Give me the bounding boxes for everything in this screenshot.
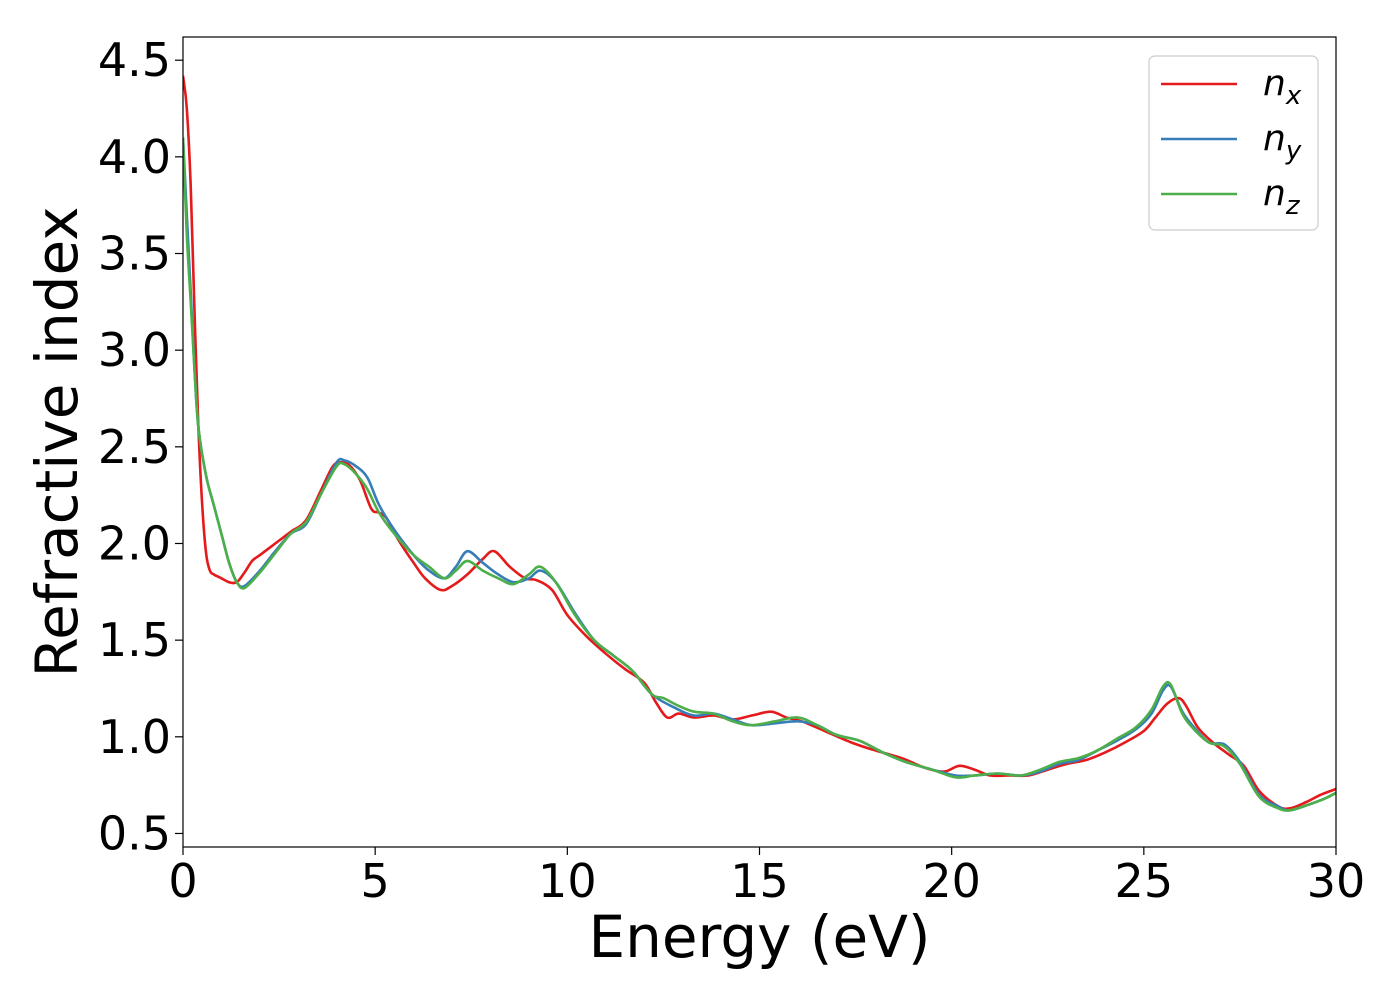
x-tick-label: 30 bbox=[1307, 854, 1366, 908]
x-axis-title: Energy (eV) bbox=[588, 903, 930, 971]
legend-label-x: nx bbox=[1263, 63, 1302, 111]
y-tick-label: 3.0 bbox=[98, 323, 171, 377]
x-tick-label: 25 bbox=[1115, 854, 1174, 908]
y-tick-label: 4.0 bbox=[98, 130, 171, 184]
series-line-x bbox=[183, 75, 1336, 811]
x-tick-label: 5 bbox=[361, 854, 390, 908]
y-tick-label: 0.5 bbox=[98, 806, 171, 860]
legend-box bbox=[1148, 55, 1319, 231]
legend-label-z: nz bbox=[1263, 173, 1301, 221]
y-tick-label: 1.0 bbox=[98, 710, 171, 764]
y-axis-title: Refractive index bbox=[23, 206, 91, 677]
legend-label-y: ny bbox=[1263, 118, 1302, 166]
y-tick-label: 1.5 bbox=[98, 613, 171, 667]
y-tick-label: 4.5 bbox=[98, 33, 171, 87]
axis-ticks: 0 5 10 15 20 25 30 0.5 1.0 1.5 2.0 2.5 3.0 3.5 4.0 4.5 bbox=[98, 33, 1365, 908]
x-tick-label: 10 bbox=[538, 854, 597, 908]
x-tick-label: 20 bbox=[922, 854, 981, 908]
y-tick-label: 2.0 bbox=[98, 516, 171, 570]
x-tick-label: 0 bbox=[168, 854, 197, 908]
plot-lines bbox=[183, 75, 1336, 812]
legend: nx ny nz bbox=[1148, 55, 1319, 231]
y-tick-label: 3.5 bbox=[98, 227, 171, 281]
y-tick-label: 2.5 bbox=[98, 420, 171, 474]
series-line-z bbox=[183, 137, 1336, 812]
x-tick-label: 15 bbox=[730, 854, 789, 908]
